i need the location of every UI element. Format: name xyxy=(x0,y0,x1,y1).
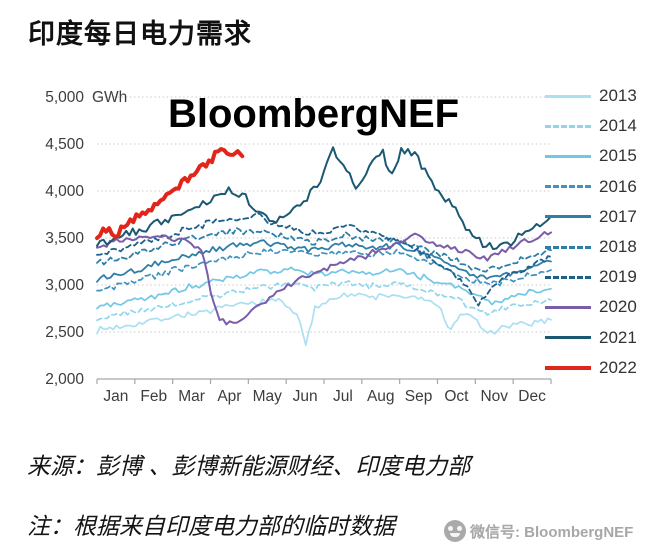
legend-swatch-2020 xyxy=(545,305,591,309)
chart-line-2021 xyxy=(96,146,552,251)
legend-label-2021: 2021 xyxy=(599,327,637,347)
legend-swatch-2016 xyxy=(545,185,591,189)
y-tick-label: 2,500 xyxy=(45,324,84,341)
x-tick-label: Sep xyxy=(405,388,433,405)
x-tick-label: Oct xyxy=(444,388,469,405)
bloombergnef-watermark: BloombergNEF xyxy=(168,92,460,136)
legend-label-2014: 2014 xyxy=(599,116,637,136)
chart-line-2016 xyxy=(96,248,552,292)
chart-line-2015 xyxy=(96,266,552,310)
chart-line-2014 xyxy=(96,280,552,322)
y-tick-label: 3,500 xyxy=(45,230,84,247)
x-tick-label: Jan xyxy=(103,388,128,405)
legend-swatch-2022 xyxy=(545,365,591,370)
legend-label-2022: 2022 xyxy=(599,357,637,377)
y-tick-label: 4,000 xyxy=(45,183,84,200)
x-tick-label: May xyxy=(253,388,283,405)
legend-label-2016: 2016 xyxy=(599,176,637,196)
source-text: 来源：彭博 、彭博新能源财经、印度电力部 xyxy=(27,453,471,479)
x-tick-label: Jun xyxy=(293,388,318,405)
legend-item-2016: 2016 xyxy=(545,172,655,202)
x-tick-label: Nov xyxy=(480,388,508,405)
legend-swatch-2021 xyxy=(545,336,591,340)
legend-item-2014: 2014 xyxy=(545,111,655,141)
legend-label-2015: 2015 xyxy=(599,146,637,166)
chart-line-2013 xyxy=(96,292,552,346)
y-tick-label: 5,000 xyxy=(45,89,84,106)
legend-label-2013: 2013 xyxy=(599,86,637,106)
daily-power-demand-chart: 5,000 GWh 4,500 4,000 3,500 3,000 2,500 2,000 Ja… xyxy=(45,89,552,405)
x-tick-label: Dec xyxy=(518,388,546,405)
x-tick-label: Mar xyxy=(178,388,205,405)
legend-swatch-2015 xyxy=(545,154,591,158)
legend-swatch-2018 xyxy=(545,245,591,249)
legend-item-2017: 2017 xyxy=(545,202,655,232)
y-axis-unit: GWh xyxy=(92,89,127,106)
wechat-watermark: 微信号: BloombergNEF xyxy=(444,520,633,542)
chart-line-2019 xyxy=(96,212,552,307)
legend-item-2019: 2019 xyxy=(545,262,655,292)
legend-swatch-2017 xyxy=(545,215,591,219)
x-tick-label: Feb xyxy=(140,388,167,405)
x-tick-label: Apr xyxy=(217,388,241,405)
chart-legend: 2013 2014 2015 2016 2017 2018 2019 2020 2021 2022 xyxy=(545,81,655,383)
chart-line-2020 xyxy=(96,231,552,326)
legend-item-2020: 2020 xyxy=(545,292,655,322)
note-text: 注：根据来自印度电力部的临时数据 xyxy=(27,513,395,539)
legend-item-2013: 2013 xyxy=(545,81,655,111)
legend-item-2021: 2021 xyxy=(545,323,655,353)
legend-swatch-2019 xyxy=(545,275,591,279)
legend-item-2018: 2018 xyxy=(545,232,655,262)
legend-item-2022: 2022 xyxy=(545,353,655,383)
x-tick-label: Aug xyxy=(367,388,395,405)
legend-swatch-2014 xyxy=(545,124,591,128)
chart-line-2018 xyxy=(96,226,552,273)
y-tick-label: 3,000 xyxy=(45,277,84,294)
chart-line-2017 xyxy=(96,239,552,283)
y-tick-label: 4,500 xyxy=(45,136,84,153)
legend-item-2015: 2015 xyxy=(545,141,655,171)
wechat-watermark-label: 微信号: BloombergNEF xyxy=(470,523,634,541)
legend-label-2017: 2017 xyxy=(599,206,637,226)
chart-line-2022 xyxy=(95,147,245,241)
legend-label-2018: 2018 xyxy=(599,237,637,257)
legend-label-2020: 2020 xyxy=(599,297,637,317)
page-title: 印度每日电力需求 xyxy=(28,19,252,49)
legend-label-2019: 2019 xyxy=(599,267,637,287)
x-tick-label: Jul xyxy=(333,388,353,405)
legend-swatch-2013 xyxy=(545,94,591,98)
wechat-logo-icon xyxy=(444,520,466,542)
y-tick-label: 2,000 xyxy=(45,371,84,388)
